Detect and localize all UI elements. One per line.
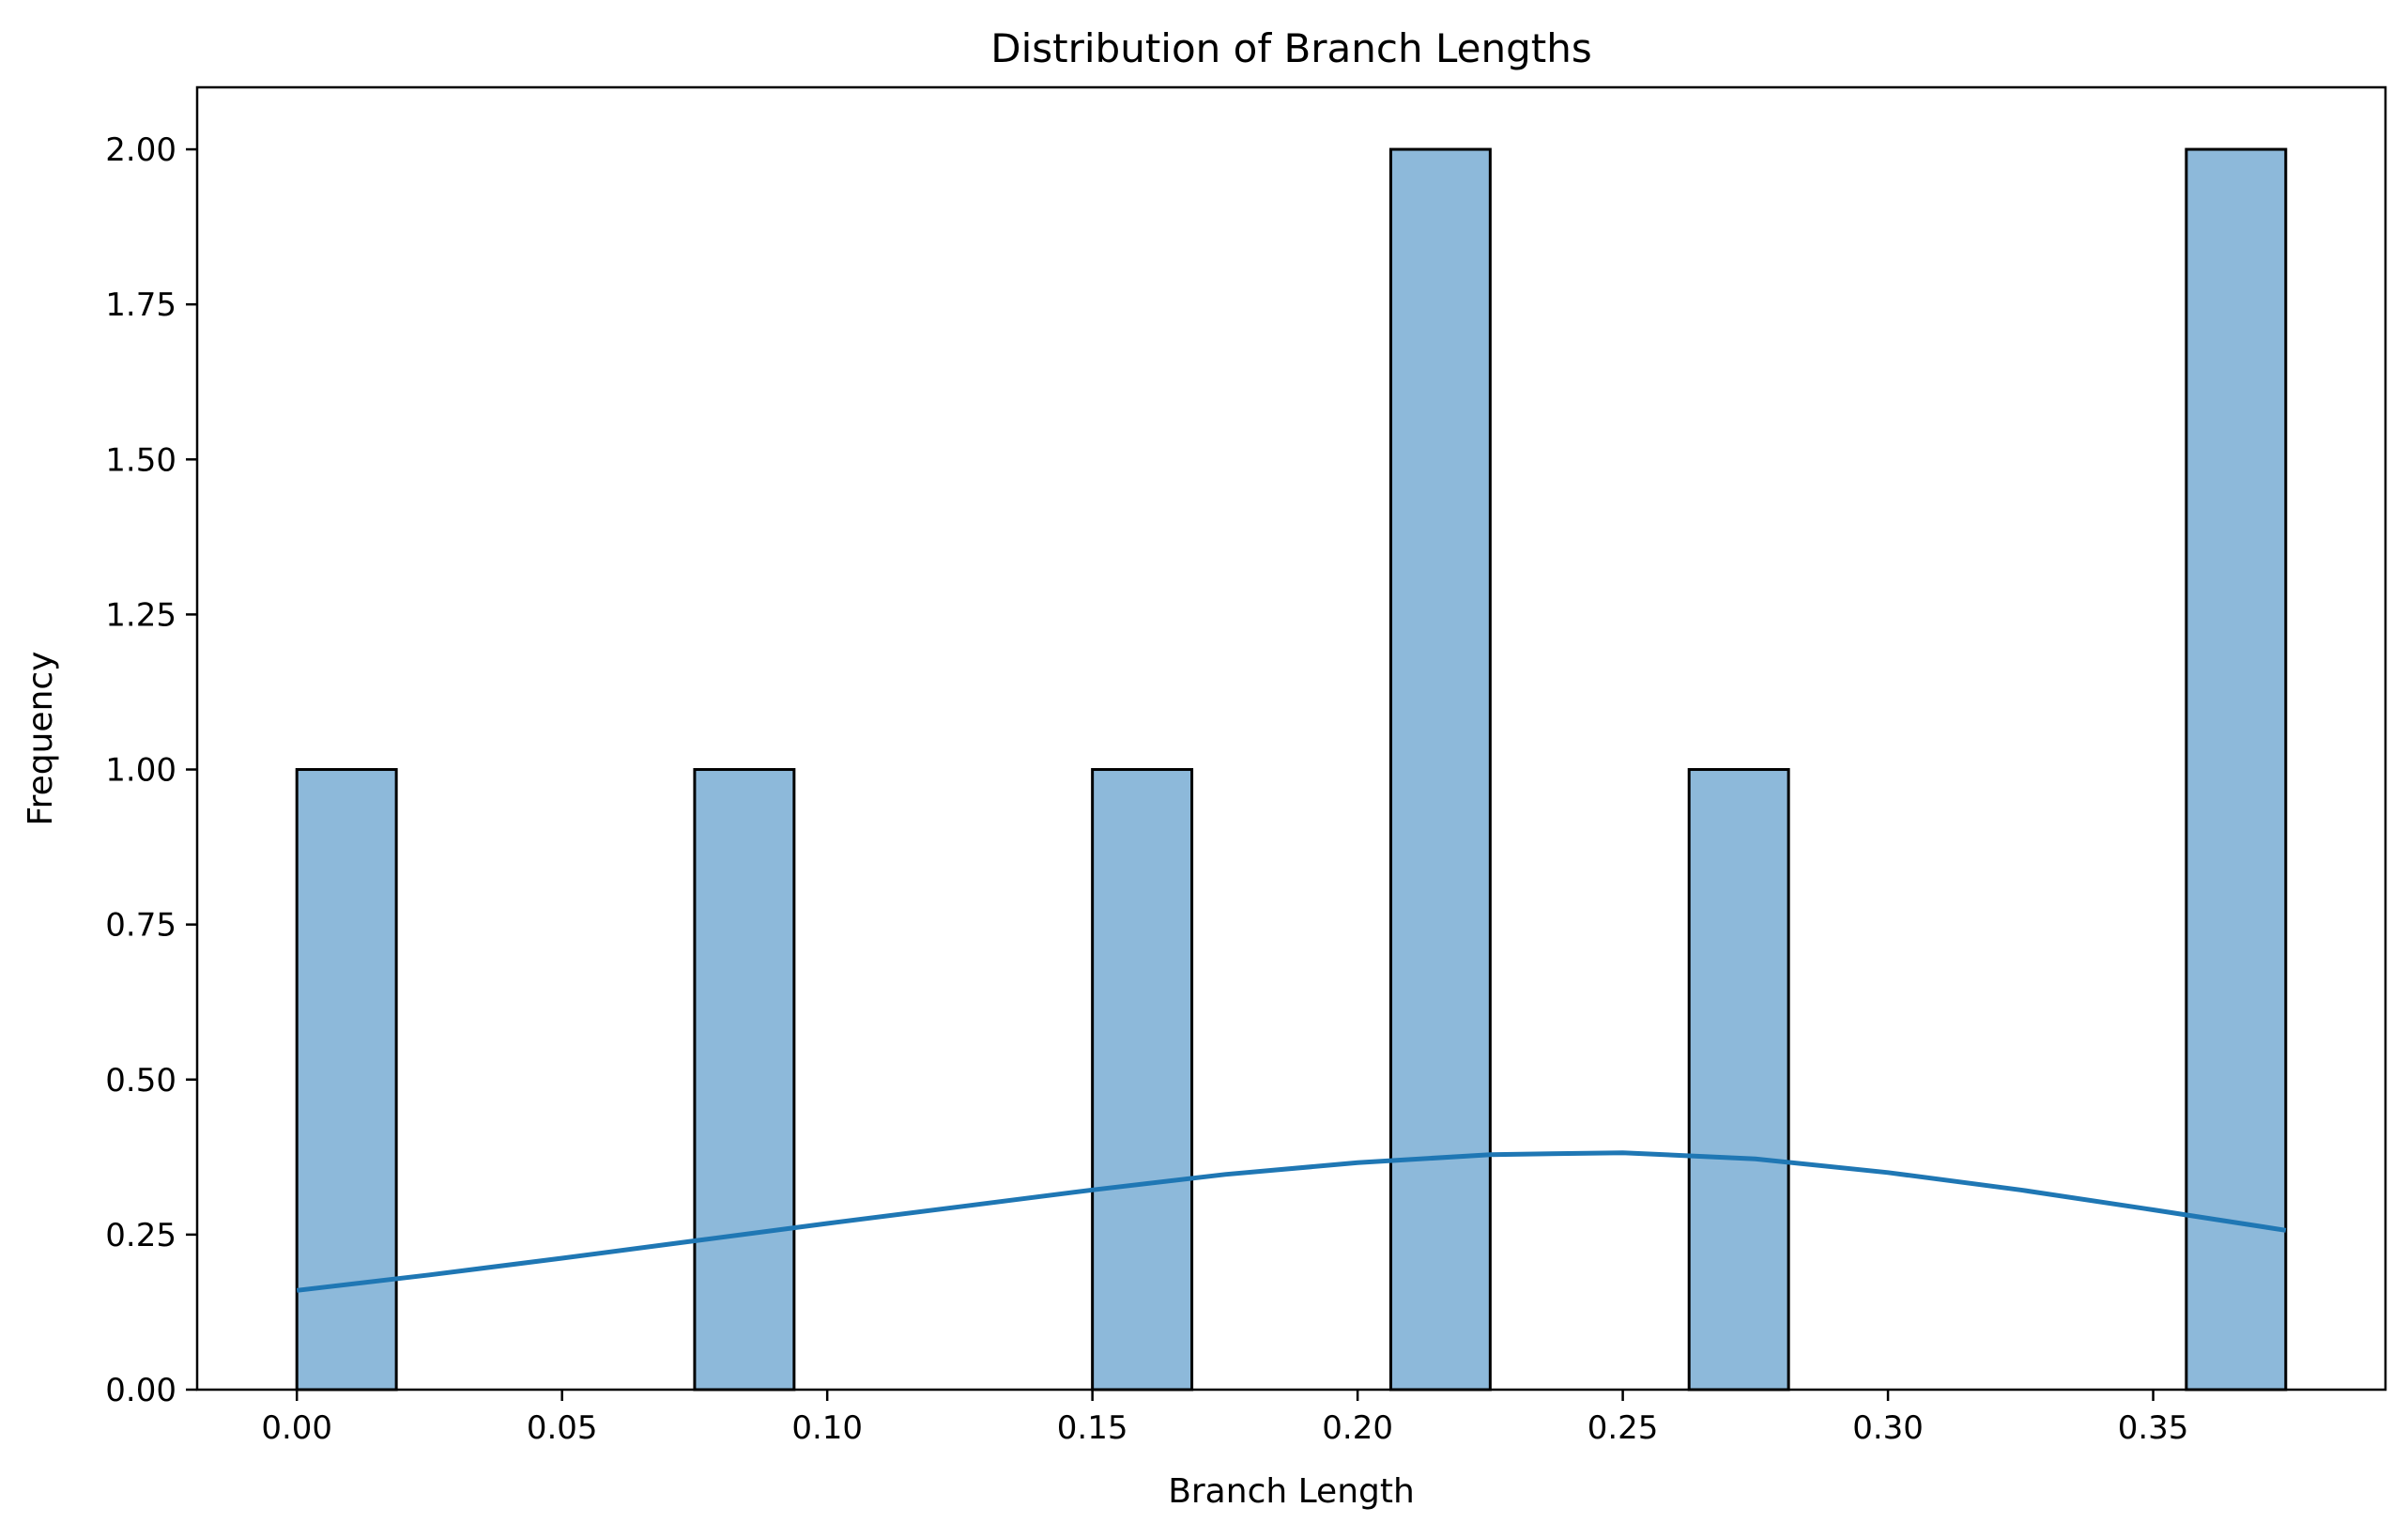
plot-area-frame [195,85,2387,1392]
x-tick-label: 0.25 [1587,1409,1659,1447]
y-tick-label: 1.75 [105,286,176,324]
x-axis-ticks: 0.00 0.05 0.10 0.15 0.20 0.25 0.30 0.35 [261,1390,2188,1447]
histogram-bar [1388,147,1492,1392]
histogram-bar [693,768,796,1392]
histogram-bar [1687,768,1790,1392]
x-tick-label: 0.30 [1852,1409,1924,1447]
histogram-bar [2185,147,2288,1392]
y-tick-label: 2.00 [105,131,176,169]
histogram-bars [295,147,2288,1392]
x-tick-label: 0.10 [791,1409,863,1447]
histogram-bar [295,768,398,1392]
x-axis-label: Branch Length [1168,1472,1415,1511]
y-tick-label: 1.00 [105,752,176,790]
y-tick-label: 1.25 [105,596,176,634]
y-axis-ticks: 0.00 0.25 0.50 0.75 1.00 1.25 1.50 1.75 2.00 [105,131,197,1409]
x-tick-label: 0.05 [527,1409,598,1447]
x-tick-label: 0.00 [261,1409,332,1447]
y-axis-label: Frequency [22,652,60,826]
x-tick-label: 0.35 [2118,1409,2189,1447]
y-tick-label: 0.25 [105,1217,176,1254]
y-tick-label: 1.50 [105,441,176,479]
x-tick-label: 0.15 [1057,1409,1128,1447]
histogram-bar [1091,768,1194,1392]
y-tick-label: 0.50 [105,1062,176,1100]
y-tick-label: 0.00 [105,1372,176,1409]
y-tick-label: 0.75 [105,907,176,945]
chart-title: Distribution of Branch Lengths [990,25,1591,71]
kde-curve [296,1150,2287,1293]
x-tick-label: 0.20 [1322,1409,1393,1447]
